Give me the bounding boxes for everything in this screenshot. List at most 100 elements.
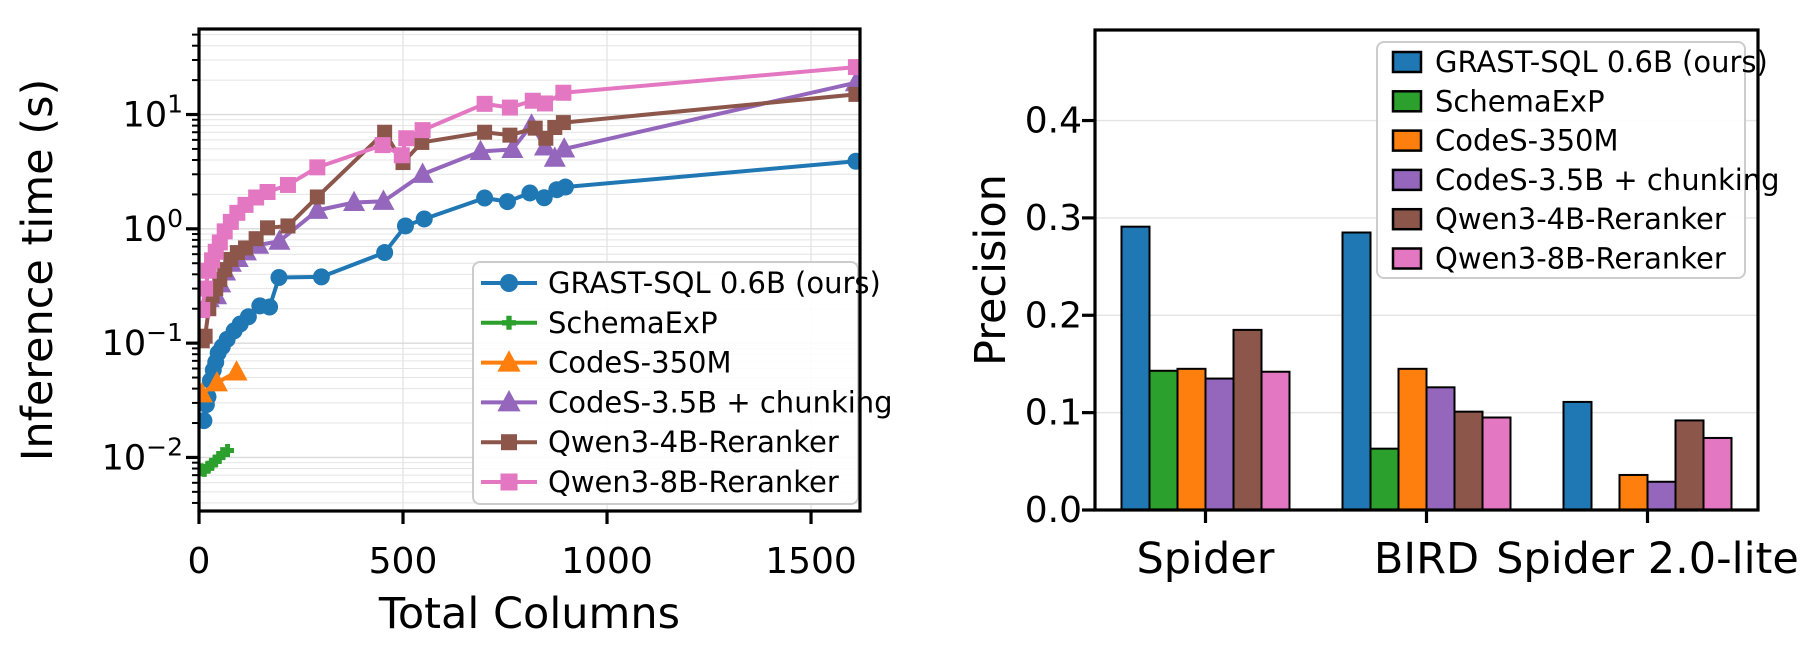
data-point-marker: [201, 460, 215, 474]
legend: GRAST-SQL 0.6B (ours) SchemaExP CodeS-350M…: [472, 261, 893, 505]
data-point-marker: [476, 95, 493, 112]
data-point-marker: [469, 139, 492, 161]
y-tick-label: 0.1: [1025, 393, 1082, 434]
data-point-marker: [259, 183, 276, 200]
data-point-marker: [502, 127, 518, 143]
bar-Qwen3-8B-Reranker-Spider 2.0-lite: [1702, 436, 1733, 512]
bar-SchemaExP-BIRD: [1369, 447, 1400, 511]
precision-bar-chart: 0.0 0.1 0.2 0.3 0.4 Spider BIRD Spider 2.0-lite…: [966, 28, 1799, 584]
data-point-marker: [279, 176, 296, 193]
y-axis-title: Inference time (s): [13, 79, 63, 462]
series-group: [199, 59, 860, 477]
data-point-marker: [555, 115, 571, 131]
data-point-marker: [500, 473, 518, 491]
legend-label: SchemaExP: [1435, 84, 1605, 118]
data-point-marker: [312, 268, 330, 286]
legend-label: Qwen3-4B-Reranker: [548, 425, 839, 459]
legend: GRAST-SQL 0.6B (ours) SchemaExP CodeS-350M…: [1376, 41, 1780, 279]
y-tick-label: 10−2: [102, 432, 183, 478]
data-point-marker: [199, 412, 213, 430]
data-point-marker: [393, 147, 410, 164]
data-point-marker: [306, 198, 329, 219]
x-tick-label: 1500: [765, 541, 857, 582]
bar-Qwen3-4B-Reranker-Spider: [1232, 328, 1263, 511]
data-point-marker: [501, 434, 517, 451]
data-point-marker: [261, 298, 279, 316]
bar-CodeS-3.5B + chunking-BIRD: [1425, 386, 1456, 511]
series-CodeS-350M: [199, 360, 248, 403]
data-point-marker: [414, 122, 431, 139]
legend-label: Qwen3-8B-Reranker: [1435, 242, 1726, 276]
data-point-marker: [398, 130, 415, 147]
axes: 0.0 0.1 0.2 0.3 0.4 Spider BIRD Spider 2.0-lite…: [966, 101, 1799, 584]
category-label: Spider: [1137, 534, 1275, 584]
data-point-marker: [477, 124, 493, 140]
bar-GRAST-SQL 0.6B (ours)-Spider: [1120, 225, 1151, 511]
legend-label: CodeS-3.5B + chunking: [1435, 163, 1780, 197]
legend-label: SchemaExP: [548, 306, 718, 340]
data-point-marker: [372, 189, 395, 210]
data-point-marker: [537, 95, 554, 112]
bar-Qwen3-8B-Reranker-BIRD: [1481, 416, 1512, 511]
y-tick-label: 0.3: [1025, 198, 1082, 239]
legend-label: GRAST-SQL 0.6B (ours): [1435, 45, 1768, 79]
data-point-marker: [309, 159, 326, 176]
data-point-marker: [497, 390, 521, 412]
data-point-marker: [239, 308, 257, 326]
y-tick-label: 101: [123, 90, 183, 136]
data-point-marker: [415, 210, 433, 228]
legend-label: Qwen3-4B-Reranker: [1435, 202, 1726, 236]
data-point-marker: [847, 152, 860, 170]
data-point-marker: [221, 444, 235, 458]
data-point-marker: [309, 189, 325, 205]
data-point-marker: [556, 178, 574, 196]
bar-Qwen3-4B-Reranker-Spider 2.0-lite: [1674, 419, 1705, 511]
data-point-marker: [553, 137, 576, 158]
data-point-marker: [199, 382, 213, 403]
bars: [1120, 225, 1733, 512]
data-point-marker: [847, 59, 860, 76]
data-point-marker: [199, 301, 211, 318]
data-point-marker: [343, 190, 366, 212]
bar-CodeS-350M-Spider: [1176, 367, 1207, 511]
bar-CodeS-3.5B + chunking-Spider 2.0-lite: [1646, 480, 1677, 512]
data-point-marker: [205, 370, 228, 392]
data-point-marker: [270, 269, 288, 287]
data-point-marker: [374, 137, 391, 154]
bar-Qwen3-8B-Reranker-Spider: [1260, 370, 1291, 511]
legend-label: GRAST-SQL 0.6B (ours): [548, 266, 881, 300]
data-point-marker: [535, 189, 553, 207]
y-tick-label: 0.0: [1025, 490, 1082, 531]
bar-Qwen3-4B-Reranker-BIRD: [1453, 410, 1484, 512]
series-SchemaExP: [199, 444, 235, 477]
series-GRAST-SQL 0.6B (ours): [199, 152, 860, 430]
legend-label: CodeS-350M: [1435, 124, 1619, 158]
data-point-marker: [524, 92, 541, 109]
data-point-marker: [260, 220, 276, 236]
data-point-marker: [216, 447, 230, 461]
data-point-marker: [212, 450, 226, 464]
data-point-marker: [411, 162, 434, 183]
y-tick-label: 100: [123, 204, 183, 250]
y-tick-label: 0.2: [1025, 295, 1082, 336]
data-point-marker: [396, 217, 414, 235]
plot-frame: [1093, 28, 1760, 512]
data-point-marker: [268, 229, 291, 250]
inference-time-line-chart: 0 500 1000 1500 10−2 10−1 100 101 Total Columns I…: [13, 27, 893, 639]
series-Qwen3-8B-Reranker: [199, 59, 860, 318]
bar-GRAST-SQL 0.6B (ours)-Spider 2.0-lite: [1562, 400, 1593, 511]
data-point-marker: [199, 328, 213, 344]
data-point-marker: [199, 280, 214, 297]
axes: 0 500 1000 1500 10−2 10−1 100 101 Total Columns I…: [13, 33, 857, 639]
data-point-marker: [555, 84, 572, 101]
data-point-marker: [414, 134, 430, 150]
category-label: Spider 2.0-lite: [1496, 534, 1799, 584]
category-label: BIRD: [1374, 534, 1479, 584]
x-tick-label: 1000: [561, 541, 653, 582]
x-axis-title: Total Columns: [378, 589, 680, 639]
legend-label: CodeS-350M: [548, 346, 732, 380]
data-point-marker: [248, 231, 264, 247]
data-point-marker: [225, 360, 248, 381]
bar-CodeS-3.5B + chunking-Spider: [1204, 377, 1235, 511]
